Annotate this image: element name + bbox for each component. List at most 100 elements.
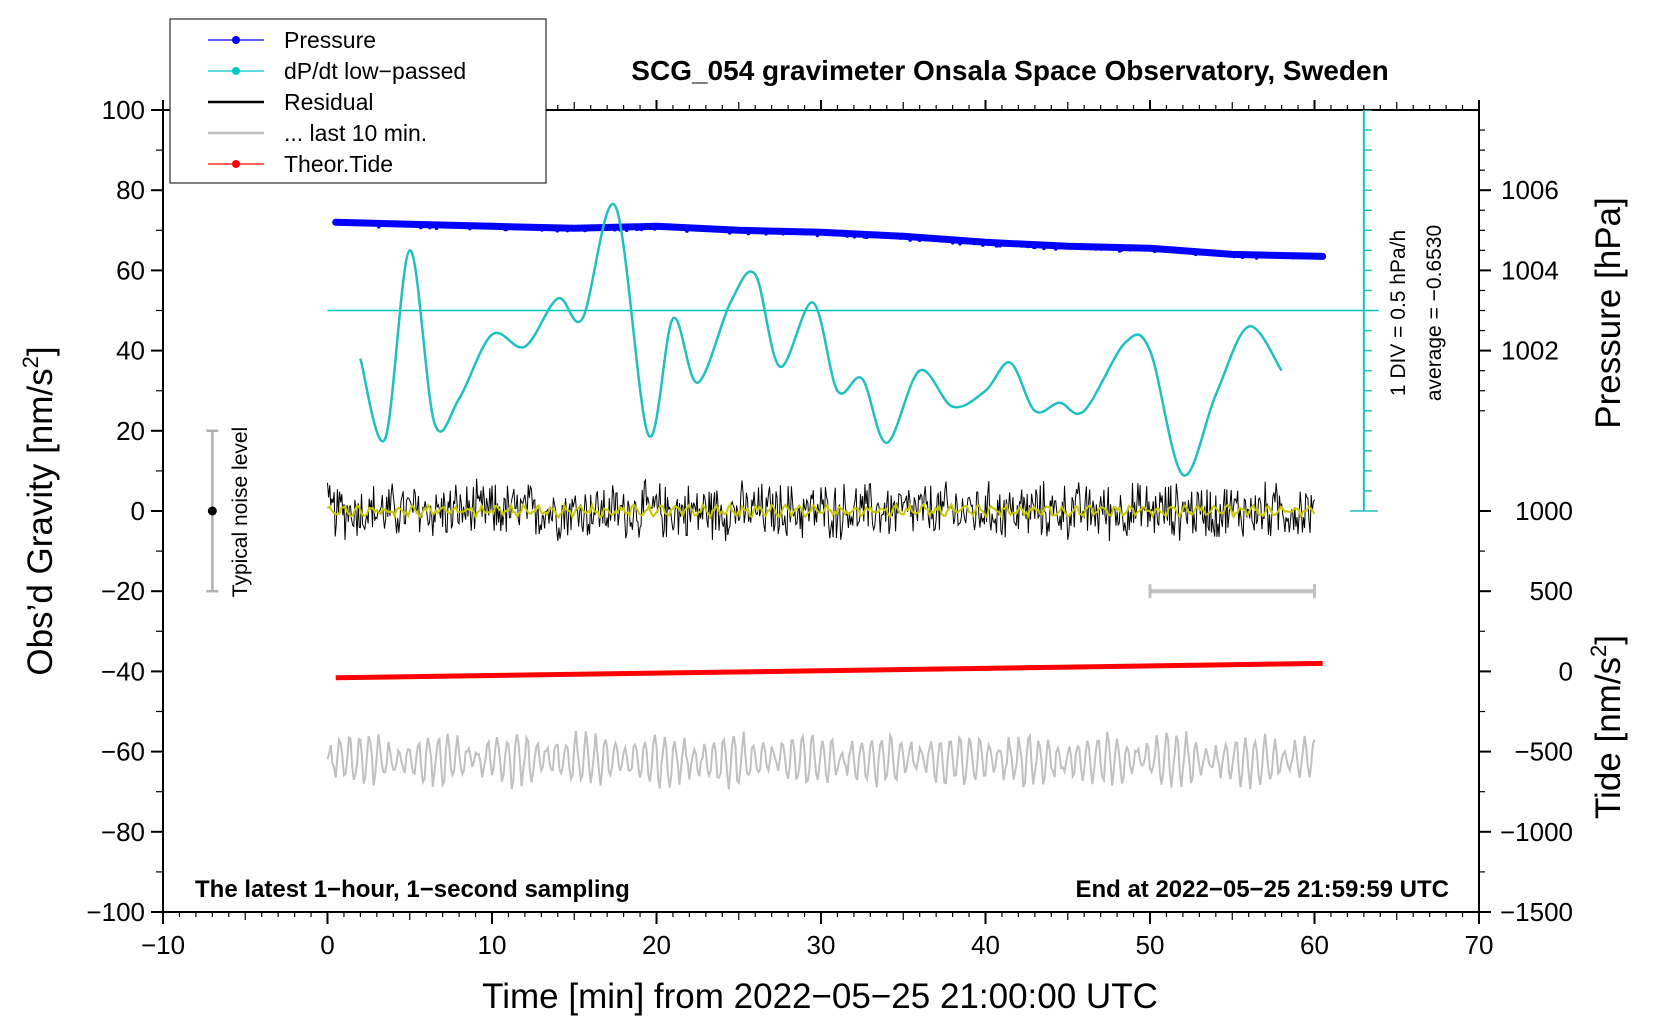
pressure-dot <box>790 230 795 234</box>
pressure-dot <box>503 227 507 232</box>
pressure-dot <box>420 223 424 227</box>
pressure-dot <box>652 227 657 231</box>
pressure-dot <box>655 226 660 230</box>
pressure-dot <box>555 229 560 233</box>
pressure-dot <box>434 226 439 230</box>
pressure-dot <box>624 228 629 232</box>
gravity-tick-label: −100 <box>86 897 145 927</box>
pressure-dot <box>377 225 381 229</box>
pressure-dot <box>685 229 689 233</box>
pressure-dot <box>804 232 809 236</box>
pressure-dot <box>727 231 732 235</box>
pressure-dot <box>540 228 544 232</box>
x-tick-label: 0 <box>320 930 334 960</box>
pressure-dot <box>490 224 494 229</box>
gravity-tick-label: 40 <box>116 336 145 366</box>
pressure-dot <box>609 225 614 230</box>
pressure-dot <box>521 226 526 231</box>
legend-marker <box>232 160 240 168</box>
theoretical-tide-series <box>335 660 1323 681</box>
x-tick-label: −10 <box>141 930 185 960</box>
pressure-dot <box>575 226 580 231</box>
last-10-min-period-bar <box>1148 584 1316 599</box>
pressure-dot <box>758 230 763 234</box>
pressure-dot <box>896 235 901 239</box>
pressure-dot <box>649 225 653 230</box>
tide-tick-label: −1500 <box>1500 897 1573 927</box>
pressure-dot <box>1107 246 1112 250</box>
pressure-dot <box>995 244 999 248</box>
tide-axis-ticks: −1500 −1000 −500 0 500 1000 <box>1479 496 1573 927</box>
noise-bar-center-dot <box>207 506 217 516</box>
legend-label: ... last 10 min. <box>284 120 427 146</box>
x-tick-label: 20 <box>642 930 671 960</box>
pressure-dot <box>674 226 678 231</box>
pressure-dot <box>382 222 386 227</box>
pressure-dot <box>451 224 455 229</box>
gravity-axis-ticks: −100 −80 −60 −40 −20 0 20 40 60 80 100 <box>86 95 163 927</box>
pressure-dot <box>1089 245 1093 250</box>
pressure-dot <box>1007 242 1011 247</box>
x-axis-label: Time [min] from 2022−05−25 21:00:00 UTC <box>482 977 1158 1016</box>
pressure-dot <box>908 238 912 242</box>
dpdt-average-text: average = −0.6530 <box>1423 225 1446 401</box>
pressure-tick-label: 1006 <box>1501 175 1559 205</box>
pressure-dot <box>916 235 921 240</box>
pressure-dot <box>1063 244 1068 249</box>
pressure-dot <box>1142 246 1146 250</box>
pressure-dot <box>852 235 857 239</box>
pressure-dot <box>533 226 537 230</box>
pressure-dot <box>924 237 929 242</box>
gravity-tick-label: −20 <box>101 576 145 606</box>
pressure-dot <box>1132 246 1137 251</box>
pressure-dot <box>1207 251 1212 255</box>
gravity-tick-label: −80 <box>101 817 145 847</box>
pressure-dot <box>940 237 945 242</box>
pressure-dot <box>1228 253 1232 258</box>
pressure-dot <box>1254 256 1259 260</box>
pressure-dot <box>1023 244 1027 248</box>
typical-noise-bar <box>206 429 219 593</box>
tide-tick-label: 500 <box>1530 576 1573 606</box>
x-tick-label: 60 <box>1300 930 1329 960</box>
pressure-dot <box>468 226 472 231</box>
gravity-tick-label: −60 <box>101 737 145 767</box>
pressure-dot <box>1240 255 1245 260</box>
tide-tick-label: 0 <box>1559 656 1573 686</box>
pressure-dot <box>428 225 432 230</box>
pressure-dot <box>565 226 570 231</box>
gravity-axis-label: Obs’d Gravity [nm/s2] <box>18 346 60 675</box>
x-axis-ticks: −10 0 10 20 30 40 50 60 70 <box>141 100 1493 960</box>
pressure-dot <box>358 222 363 227</box>
pressure-dot <box>951 241 955 245</box>
pressure-dot <box>556 226 560 230</box>
legend-label: Pressure <box>284 27 376 53</box>
pressure-dot <box>746 231 751 236</box>
x-tick-label: 40 <box>971 930 1000 960</box>
pressure-scatter-dots <box>342 220 1320 260</box>
tide-axis-label: Tide [nm/s2] <box>1586 635 1628 819</box>
pressure-dot <box>1316 255 1320 259</box>
pressure-dot <box>454 224 458 229</box>
pressure-dot <box>1015 242 1020 247</box>
x-tick-label: 50 <box>1136 930 1165 960</box>
last-10-min-series <box>326 730 1316 790</box>
pressure-dot <box>1055 244 1060 248</box>
pressure-dot <box>1042 246 1046 251</box>
dpdt-scale-text: 1 DIV = 0.5 hPa/h <box>1387 230 1410 396</box>
pressure-dot <box>354 222 359 226</box>
pressure-dot <box>815 233 820 238</box>
pressure-dot <box>980 240 985 244</box>
pressure-axis-ticks: 1002 1004 1006 <box>1479 129 1559 412</box>
pressure-dot <box>744 229 748 233</box>
pressure-dot <box>1127 247 1131 251</box>
pressure-dot <box>395 222 400 226</box>
gravity-tick-label: 80 <box>116 175 145 205</box>
pressure-dot <box>1001 242 1006 246</box>
end-time-note: End at 2022−05−25 21:59:59 UTC <box>1075 876 1449 903</box>
pressure-dot <box>845 234 849 238</box>
pressure-dot <box>965 240 969 245</box>
legend-label: Residual <box>284 89 374 115</box>
pressure-dot <box>1033 245 1037 250</box>
pressure-dot <box>1292 255 1297 260</box>
